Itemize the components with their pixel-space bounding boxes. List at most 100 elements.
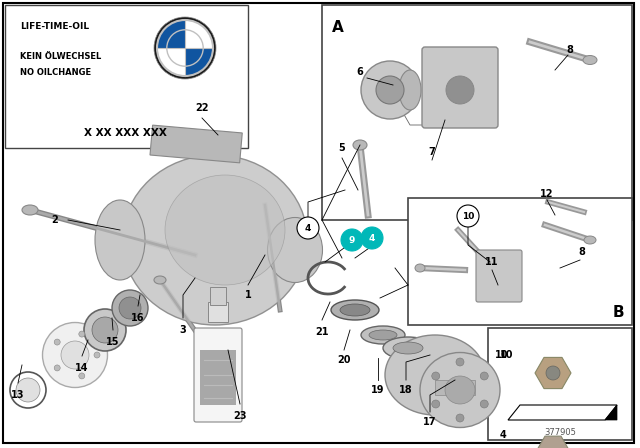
Circle shape — [361, 227, 383, 249]
Text: 14: 14 — [76, 363, 89, 373]
Text: 6: 6 — [356, 67, 364, 77]
Bar — [150, 125, 243, 163]
Circle shape — [54, 339, 60, 345]
Text: B: B — [612, 305, 624, 320]
Bar — [210, 287, 226, 305]
Wedge shape — [157, 20, 185, 48]
Ellipse shape — [584, 236, 596, 244]
Ellipse shape — [268, 217, 323, 283]
Ellipse shape — [376, 76, 404, 104]
Ellipse shape — [42, 323, 108, 388]
Text: 11: 11 — [485, 257, 499, 267]
Text: 21: 21 — [316, 327, 329, 337]
Circle shape — [432, 372, 440, 380]
FancyBboxPatch shape — [422, 47, 498, 128]
Circle shape — [457, 205, 479, 227]
Text: 8: 8 — [566, 45, 573, 55]
Text: 4: 4 — [369, 233, 375, 242]
Ellipse shape — [446, 76, 474, 104]
Ellipse shape — [353, 140, 367, 150]
Ellipse shape — [122, 155, 307, 325]
Bar — [5, 5, 248, 148]
FancyBboxPatch shape — [194, 328, 242, 422]
Wedge shape — [185, 20, 213, 48]
Ellipse shape — [399, 70, 421, 110]
Circle shape — [79, 331, 84, 337]
Bar — [200, 350, 236, 405]
Ellipse shape — [154, 276, 166, 284]
Text: 1: 1 — [244, 290, 252, 300]
FancyBboxPatch shape — [476, 250, 522, 302]
Circle shape — [480, 372, 488, 380]
Circle shape — [480, 400, 488, 408]
Text: 4: 4 — [305, 224, 311, 233]
Circle shape — [297, 217, 319, 239]
Ellipse shape — [112, 290, 148, 326]
Text: 17: 17 — [423, 417, 436, 427]
Ellipse shape — [92, 317, 118, 343]
Ellipse shape — [119, 297, 141, 319]
Ellipse shape — [583, 56, 597, 65]
Bar — [435, 380, 475, 395]
Text: 2: 2 — [52, 215, 58, 225]
Text: 5: 5 — [339, 143, 346, 153]
Text: KEIN ÖLWECHSEL: KEIN ÖLWECHSEL — [20, 52, 101, 61]
Text: 4: 4 — [500, 430, 507, 440]
Bar — [322, 5, 632, 220]
Ellipse shape — [420, 353, 500, 427]
Ellipse shape — [361, 326, 405, 344]
Circle shape — [79, 373, 84, 379]
Text: 20: 20 — [337, 355, 351, 365]
Circle shape — [546, 366, 560, 380]
Text: 7: 7 — [429, 147, 435, 157]
Polygon shape — [508, 405, 617, 420]
Circle shape — [456, 358, 464, 366]
Circle shape — [154, 17, 216, 79]
Ellipse shape — [383, 337, 433, 359]
Circle shape — [10, 372, 46, 408]
Ellipse shape — [84, 309, 126, 351]
Circle shape — [341, 229, 363, 251]
Text: 15: 15 — [106, 337, 120, 347]
Ellipse shape — [369, 330, 397, 340]
Bar — [408, 198, 632, 325]
Text: 10: 10 — [495, 350, 509, 360]
Text: 16: 16 — [131, 313, 145, 323]
Circle shape — [16, 378, 40, 402]
Text: 377905: 377905 — [544, 428, 576, 437]
Text: A: A — [332, 20, 344, 35]
Ellipse shape — [61, 341, 89, 369]
Circle shape — [94, 352, 100, 358]
Bar — [208, 302, 228, 322]
Ellipse shape — [415, 264, 425, 272]
Text: LIFE-TIME-OIL: LIFE-TIME-OIL — [20, 22, 89, 31]
Text: 3: 3 — [180, 325, 186, 335]
Text: NO OILCHANGE: NO OILCHANGE — [20, 68, 91, 77]
Text: 22: 22 — [195, 103, 209, 113]
Circle shape — [54, 365, 60, 371]
Text: 18: 18 — [399, 385, 413, 395]
Text: 19: 19 — [371, 385, 385, 395]
Ellipse shape — [331, 300, 379, 320]
Circle shape — [432, 400, 440, 408]
Ellipse shape — [445, 376, 475, 404]
Ellipse shape — [165, 175, 285, 285]
Ellipse shape — [95, 200, 145, 280]
Wedge shape — [185, 48, 213, 76]
Text: X XX XXX XXX: X XX XXX XXX — [84, 128, 166, 138]
Text: 10: 10 — [500, 350, 513, 360]
Polygon shape — [605, 405, 617, 420]
Ellipse shape — [340, 304, 370, 316]
Text: 9: 9 — [349, 236, 355, 245]
Ellipse shape — [361, 61, 419, 119]
Ellipse shape — [393, 342, 423, 354]
Ellipse shape — [22, 205, 38, 215]
Bar — [488, 328, 632, 440]
Text: 8: 8 — [579, 247, 586, 257]
Wedge shape — [157, 48, 185, 76]
Text: 10: 10 — [462, 211, 474, 220]
Text: 23: 23 — [233, 411, 247, 421]
Circle shape — [456, 414, 464, 422]
Text: 12: 12 — [540, 189, 554, 199]
Text: 13: 13 — [12, 390, 25, 400]
